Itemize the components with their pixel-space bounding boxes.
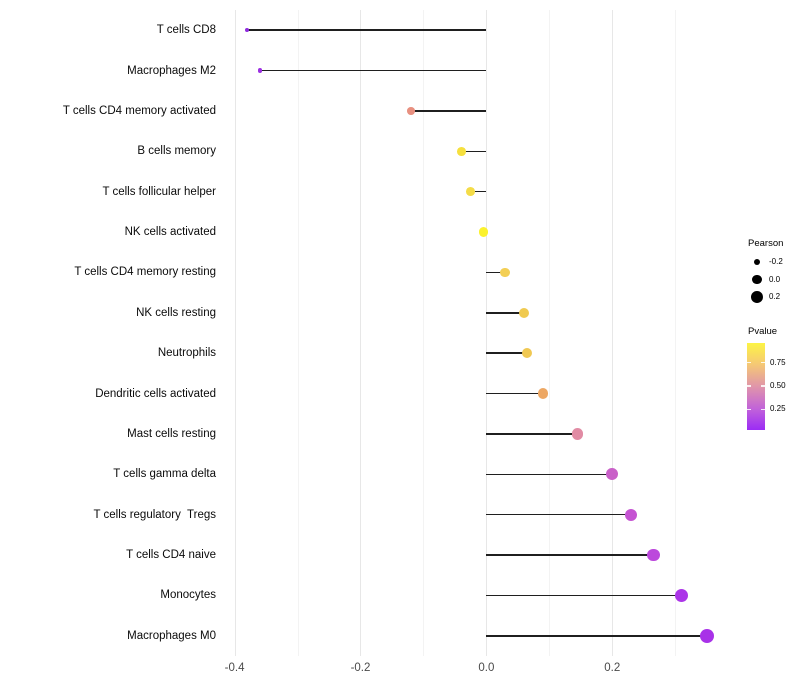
plot-panel bbox=[222, 10, 730, 656]
minor-grid-line bbox=[423, 10, 425, 656]
major-grid-line bbox=[360, 10, 362, 656]
major-grid-line bbox=[234, 10, 236, 656]
pvalue-bar-tick bbox=[747, 385, 751, 387]
x-axis-tick-label: -0.2 bbox=[350, 662, 371, 674]
pvalue-bar-tick bbox=[761, 408, 765, 411]
data-point bbox=[537, 388, 549, 399]
x-axis-tick-label: -0.4 bbox=[224, 662, 245, 674]
data-point bbox=[699, 628, 714, 643]
y-axis-label: Macrophages M2 bbox=[127, 64, 216, 77]
minor-grid-line bbox=[297, 10, 299, 656]
data-point bbox=[456, 146, 466, 156]
stem-line bbox=[470, 190, 487, 193]
stem-line bbox=[486, 271, 506, 274]
data-point bbox=[478, 227, 488, 237]
y-axis-label: T cells CD8 bbox=[156, 24, 216, 37]
pvalue-bar-tick bbox=[747, 361, 751, 364]
data-point bbox=[522, 348, 533, 359]
pvalue-legend-title: Pvalue bbox=[748, 326, 778, 337]
pvalue-bar-tick bbox=[761, 361, 765, 364]
y-axis-label: NK cells activated bbox=[124, 226, 216, 239]
data-point bbox=[624, 508, 638, 521]
data-point bbox=[572, 428, 584, 440]
y-axis-label: Dendritic cells activated bbox=[95, 387, 216, 400]
stem-line bbox=[486, 352, 528, 354]
stem-line bbox=[486, 433, 578, 435]
pvalue-bar-tick bbox=[747, 408, 751, 411]
x-axis-tick-label: 0.0 bbox=[478, 662, 495, 674]
minor-grid-line bbox=[549, 10, 551, 656]
y-axis-label: T cells gamma delta bbox=[113, 468, 216, 481]
stem-line bbox=[486, 635, 707, 637]
major-grid-line bbox=[486, 10, 488, 656]
stem-line bbox=[247, 29, 487, 31]
data-point bbox=[674, 588, 689, 603]
pvalue-legend-label: 0.50 bbox=[770, 381, 786, 391]
stem-line bbox=[486, 392, 544, 395]
data-point bbox=[245, 28, 250, 33]
stem-line bbox=[486, 554, 654, 556]
stem-line bbox=[486, 594, 682, 597]
stem-line bbox=[486, 312, 525, 314]
y-axis-label: T cells CD4 memory activated bbox=[62, 104, 216, 117]
pvalue-legend-label: 0.25 bbox=[770, 404, 786, 414]
data-point bbox=[646, 548, 660, 562]
y-axis-label: T cells CD4 memory resting bbox=[74, 266, 216, 279]
pearson-legend-dot bbox=[752, 274, 762, 285]
stem-line bbox=[486, 513, 632, 516]
stem-line bbox=[486, 473, 613, 475]
y-axis-label: NK cells resting bbox=[136, 306, 216, 319]
x-axis-tick-label: 0.2 bbox=[604, 662, 621, 674]
pearson-legend-dot bbox=[751, 291, 763, 304]
pearson-legend-label: 0.2 bbox=[769, 292, 781, 302]
y-axis-label: Neutrophils bbox=[157, 347, 216, 360]
minor-grid-line bbox=[675, 10, 677, 656]
pearson-legend-label: 0.0 bbox=[769, 274, 781, 284]
y-axis-label: Mast cells resting bbox=[127, 427, 216, 440]
y-axis-label: T cells follicular helper bbox=[102, 185, 216, 198]
pvalue-gradient-bar bbox=[747, 343, 765, 430]
major-grid-line bbox=[612, 10, 614, 656]
stem-line bbox=[410, 110, 487, 112]
data-point bbox=[606, 468, 619, 481]
pvalue-bar-tick bbox=[761, 385, 765, 387]
y-axis-label: Monocytes bbox=[160, 589, 216, 602]
y-axis-label: T cells CD4 naive bbox=[126, 549, 216, 562]
data-point bbox=[466, 187, 476, 197]
stem-line bbox=[259, 69, 487, 72]
pearson-legend-label: -0.2 bbox=[769, 257, 783, 266]
data-point bbox=[519, 307, 530, 318]
pearson-legend-title: Pearson bbox=[748, 238, 784, 249]
y-axis-label: T cells regulatory Tregs bbox=[93, 508, 216, 521]
data-point bbox=[257, 68, 262, 73]
stem-line bbox=[461, 150, 487, 152]
pearson-legend-dot bbox=[753, 258, 761, 266]
y-axis-label: B cells memory bbox=[137, 145, 216, 158]
data-point bbox=[500, 267, 511, 278]
y-axis-label: Macrophages M0 bbox=[127, 629, 216, 642]
data-point bbox=[407, 107, 415, 115]
pvalue-legend-label: 0.75 bbox=[770, 357, 786, 367]
